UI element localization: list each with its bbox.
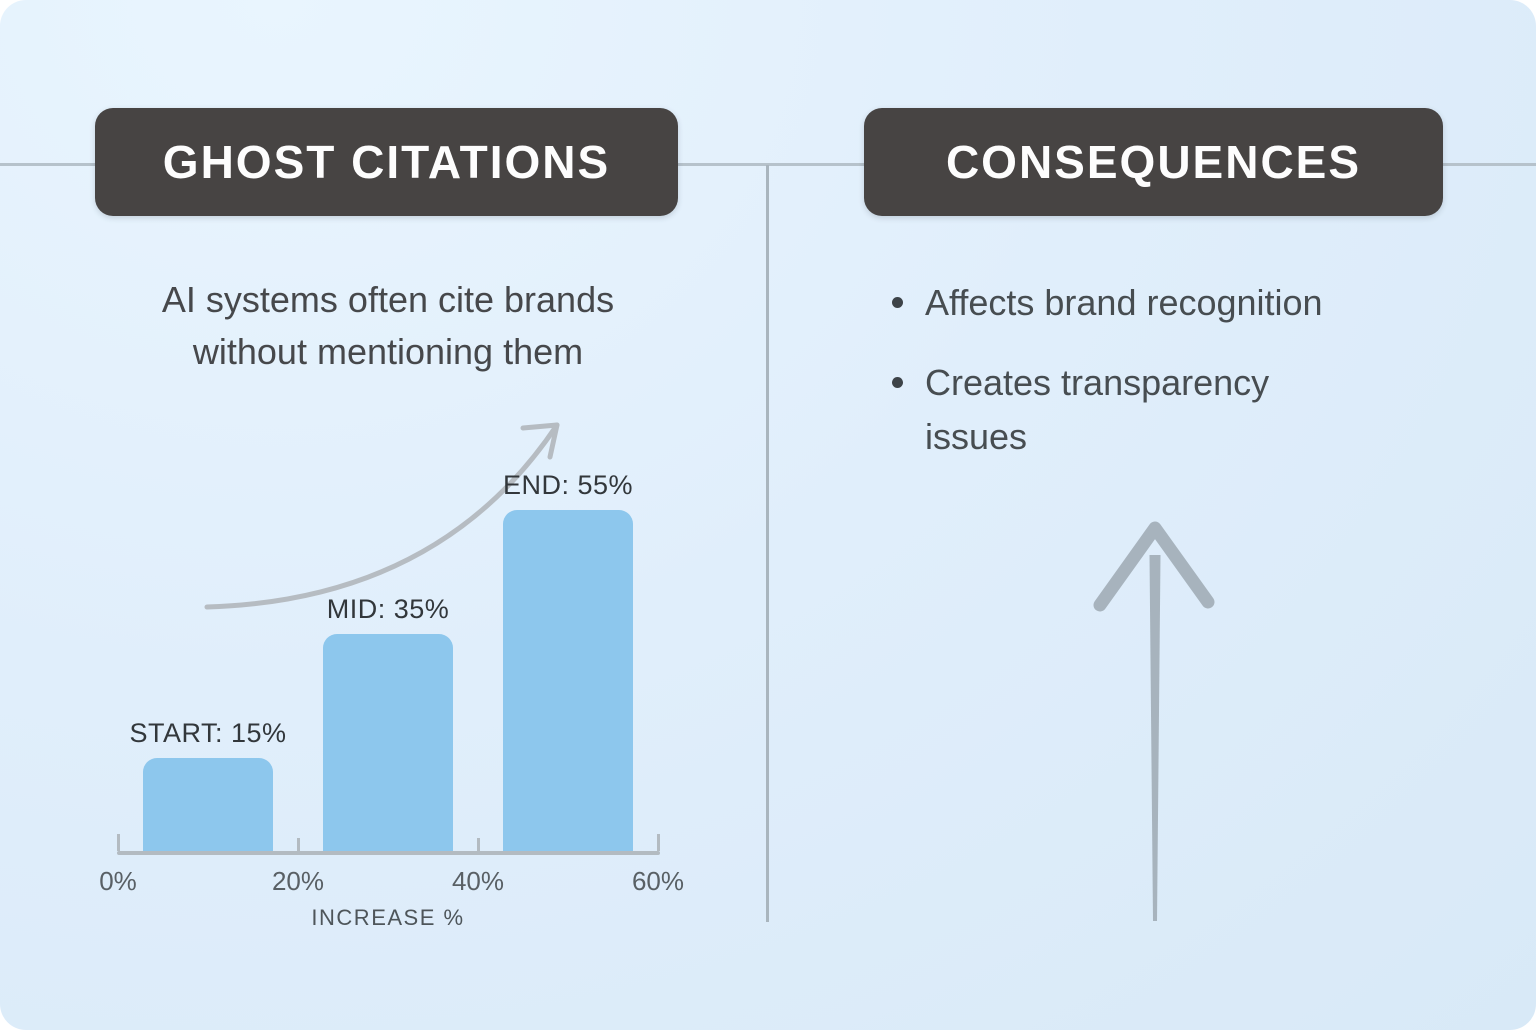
x-axis-tick-label: 0% xyxy=(99,866,137,896)
bullet-text: Affects brand recognition xyxy=(925,282,1323,323)
bar-start xyxy=(143,758,273,851)
left-subtitle-line1: AI systems often cite brands xyxy=(161,279,615,320)
list-item: Affects brand recognition xyxy=(892,276,1362,330)
x-axis-tick xyxy=(477,838,480,851)
bar-value-label: START: 15% xyxy=(129,718,287,748)
x-axis-tick xyxy=(657,834,660,851)
growth-curve-arrow-icon xyxy=(204,422,560,610)
consequences-list: Affects brand recognition Creates transp… xyxy=(892,276,1362,464)
bar-end xyxy=(503,510,633,851)
x-axis-tick-label: 40% xyxy=(451,866,505,896)
x-axis-tick xyxy=(297,838,300,851)
x-axis-line xyxy=(117,851,660,855)
bullet-text: Creates transparency issues xyxy=(925,362,1270,457)
x-axis-tick xyxy=(117,834,120,851)
list-item: Creates transparency issues xyxy=(892,356,1362,464)
x-axis-tick-label: 20% xyxy=(271,866,325,896)
bar-value-label: MID: 35% xyxy=(326,594,450,624)
x-axis-tick-label: 60% xyxy=(631,866,685,896)
left-subtitle-line2: without mentioning them xyxy=(192,331,584,372)
bar-value-label: END: 55% xyxy=(502,470,634,500)
left-header-title: GHOST CITATIONS xyxy=(162,136,611,188)
x-axis-title: INCREASE % xyxy=(311,905,465,930)
bullet-dot-icon xyxy=(892,377,903,388)
left-subtitle: AI systems often cite brands without men… xyxy=(58,274,718,378)
bullet-dot-icon xyxy=(892,297,903,308)
vertical-divider xyxy=(766,165,769,922)
right-header-title: CONSEQUENCES xyxy=(945,136,1362,188)
bar-mid xyxy=(323,634,453,851)
up-arrow-icon xyxy=(1093,521,1215,921)
left-header-pill: GHOST CITATIONS xyxy=(95,108,678,216)
right-header-pill: CONSEQUENCES xyxy=(864,108,1443,216)
horizontal-divider xyxy=(0,163,1536,166)
